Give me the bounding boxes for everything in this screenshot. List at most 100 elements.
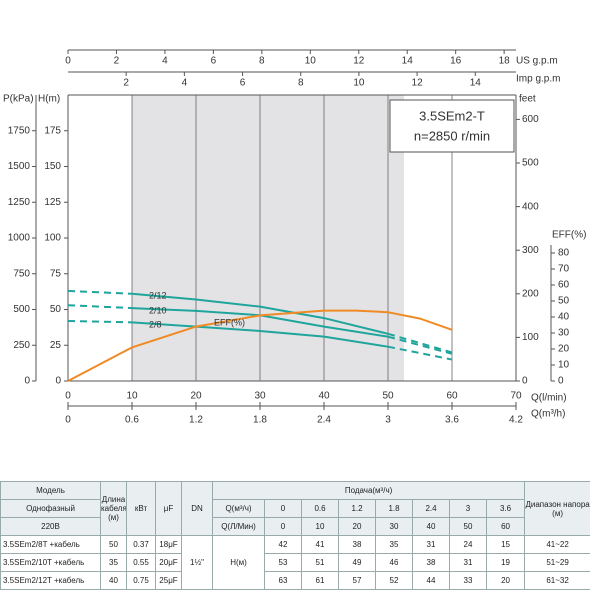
table-cell: 35 — [375, 535, 413, 554]
table-cell: 0.6 — [301, 499, 339, 518]
table-cell: 60 — [485, 517, 526, 536]
p-tick-label: 1750 — [8, 125, 31, 136]
table-cell: 30 — [375, 517, 413, 536]
spec-table: Модель Длина кабеля (м) кВт μF DN Подача(м³/ч… — [0, 481, 590, 590]
curve — [67, 289, 133, 295]
table-cell: 63 — [264, 571, 302, 590]
imp-tick-label: 12 — [412, 78, 424, 89]
us-tick-label: 18 — [499, 56, 511, 67]
imp-tick-label: 2 — [123, 78, 129, 89]
table-row: 220В Q(Л/Мин) 0 10 20 30 40 50 60 — [0, 517, 590, 536]
imp-tick-label: 4 — [182, 78, 188, 89]
curve — [67, 319, 133, 324]
x-tick-label: 20 — [190, 391, 202, 402]
x2-tick-label: 0.6 — [125, 415, 139, 426]
table-cell: 2.4 — [412, 499, 450, 518]
table-row: Однофазный Q(м³/ч) 0 0.6 1.2 1.8 2.4 3 3.6 — [0, 499, 590, 518]
us-tick-label: 4 — [162, 56, 168, 67]
table-cell: Q(Л/Мин) — [212, 517, 265, 536]
imp-tick-label: 10 — [353, 78, 365, 89]
y-tick-label: 25 — [50, 340, 62, 351]
table-cell: 33 — [449, 571, 487, 590]
table-cell: 19 — [485, 553, 526, 572]
table-cell: 0 — [264, 517, 302, 536]
table-cell: 3.5SEm2/12T +кабель — [0, 571, 101, 590]
us-tick-label: 8 — [259, 56, 265, 67]
x2-axis-label: Q(m³/h) — [531, 409, 565, 420]
y-tick-label: 75 — [50, 268, 62, 279]
x2-tick-label: 0 — [65, 415, 71, 426]
table-cell: Подача(м³/ч) — [211, 481, 526, 500]
table-cell: 41 — [301, 535, 339, 554]
y2-tick-label: 10 — [558, 360, 570, 371]
x-axis-label: Q(l/min) — [531, 393, 567, 404]
table-cell: 220В — [0, 517, 101, 536]
table-cell: 25μF — [155, 571, 182, 590]
feet-tick-label: 400 — [522, 201, 539, 212]
curve — [67, 309, 453, 382]
us-axis-label: US g.p.m — [516, 56, 558, 67]
table-row: 3.5SEm2/8T +кабель 50 0.37 18μF 1½" H(м) 42 41 3… — [0, 535, 590, 590]
p-tick-label: 750 — [13, 268, 30, 279]
y2-axis-label: EFF(%) — [552, 230, 586, 241]
y2-tick-label: 40 — [558, 312, 570, 323]
table-cell: DN — [181, 481, 213, 536]
table-cell: 20 — [338, 517, 376, 536]
table-cell: 52 — [375, 571, 413, 590]
curve — [67, 304, 133, 310]
table-cell: 35 — [100, 553, 127, 572]
table-row: Модель Длина кабеля (м) кВт μF DN Подача(м³/ч… — [0, 481, 590, 536]
shaded-region — [132, 95, 404, 381]
curve-label: EFF(%) — [214, 317, 245, 327]
table-cell: 51 — [301, 553, 339, 572]
us-tick-label: 6 — [211, 56, 217, 67]
table-cell: 46 — [375, 553, 413, 572]
table-cell: 0 — [264, 499, 302, 518]
x2-tick-label: 4.2 — [509, 415, 523, 426]
y2-tick-label: 60 — [558, 280, 570, 291]
table-cell: 3.5SEm2/8T +кабель — [0, 535, 101, 554]
table-cell: 0.75 — [126, 571, 156, 590]
table-cell: 40 — [100, 571, 127, 590]
curve — [131, 321, 389, 348]
table-cell: кВт — [126, 481, 156, 536]
y2-tick-label: 0 — [558, 376, 564, 387]
table-cell: 41~22 — [524, 535, 590, 554]
table-cell: 40 — [412, 517, 450, 536]
curve — [387, 345, 453, 361]
p-tick-label: 250 — [13, 340, 30, 351]
y-tick-label: 50 — [50, 304, 62, 315]
p-tick-label: 1000 — [8, 233, 31, 244]
feet-axis-label: feet — [519, 94, 536, 105]
table-cell: 31 — [449, 553, 487, 572]
y2-tick-label: 20 — [558, 344, 570, 355]
table-cell: 44 — [412, 571, 450, 590]
table-cell: 38 — [412, 553, 450, 572]
x-tick-label: 0 — [65, 391, 71, 402]
info-title: 3.5SEm2-T — [419, 108, 485, 123]
imp-tick-label: 8 — [298, 78, 304, 89]
x2-tick-label: 3.6 — [445, 415, 459, 426]
table-cell: 3.5SEm2/10T +кабель — [0, 553, 101, 572]
table-cell: H(м) — [212, 535, 265, 590]
p-tick-label: 1250 — [8, 197, 31, 208]
x2-tick-label: 1.8 — [253, 415, 267, 426]
feet-tick-label: 0 — [522, 376, 528, 387]
imp-tick-label: 6 — [240, 78, 246, 89]
us-tick-label: 10 — [305, 56, 317, 67]
table-cell: 1½" — [181, 535, 213, 590]
table-cell: 15 — [485, 535, 526, 554]
table-cell: 20μF — [155, 553, 182, 572]
us-tick-label: 0 — [65, 56, 71, 67]
table-cell: 42 — [264, 535, 302, 554]
x-tick-label: 50 — [382, 391, 394, 402]
y2-tick-label: 70 — [558, 264, 570, 275]
x-tick-label: 10 — [126, 391, 138, 402]
us-tick-label: 2 — [114, 56, 120, 67]
us-tick-label: 16 — [450, 56, 462, 67]
x-tick-label: 70 — [510, 391, 522, 402]
y-axis-label: H(m) — [38, 94, 60, 105]
x-tick-label: 30 — [254, 391, 266, 402]
curve-label: 2/10 — [149, 305, 167, 315]
table-cell: 38 — [338, 535, 376, 554]
